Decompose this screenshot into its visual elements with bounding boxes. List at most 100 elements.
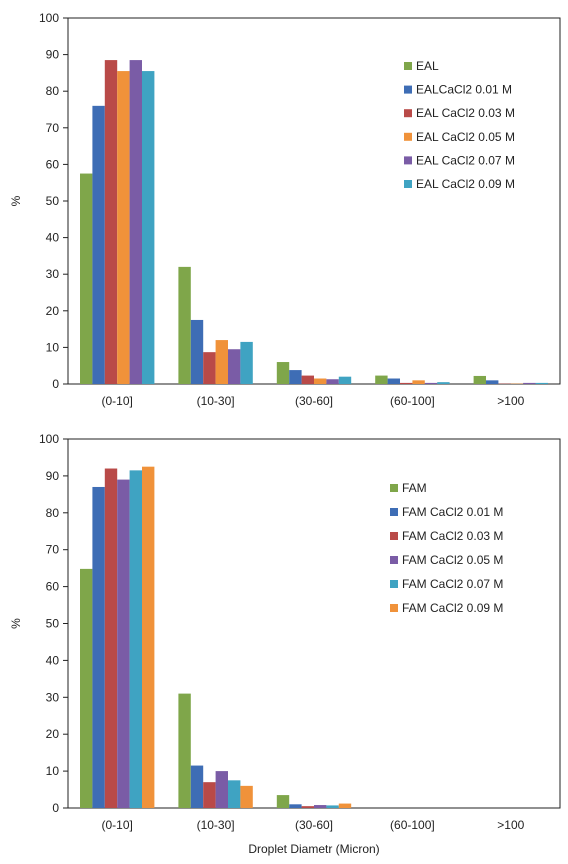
bar <box>326 805 339 808</box>
bar <box>314 378 327 384</box>
bar <box>104 468 118 808</box>
bar <box>129 60 142 385</box>
bar <box>141 71 155 384</box>
bar <box>178 693 191 808</box>
y-tick-label: 0 <box>52 377 59 391</box>
bar <box>424 382 438 384</box>
legend-swatch <box>404 156 412 165</box>
bar <box>80 173 93 384</box>
x-tick-label: (30-60] <box>295 394 333 408</box>
bar <box>387 378 401 384</box>
y-tick-label: 50 <box>46 194 60 208</box>
y-tick-label: 80 <box>46 506 60 520</box>
legend-swatch <box>390 532 398 540</box>
bar <box>301 806 314 808</box>
bar <box>141 466 155 808</box>
bar <box>190 765 204 808</box>
legend-label: FAM CaCl2 0.01 M <box>402 505 503 519</box>
bar <box>240 341 253 384</box>
bar <box>535 382 548 384</box>
bar <box>227 780 241 808</box>
bar <box>276 362 290 384</box>
bar <box>117 479 130 808</box>
x-tick-label: (60-100] <box>390 394 435 408</box>
bar <box>203 352 216 384</box>
legend-label: FAM CaCl2 0.09 M <box>402 601 503 615</box>
legend-swatch <box>390 484 398 492</box>
legend-label: EALCaCl2 0.01 M <box>416 83 512 97</box>
legend-label: FAM CaCl2 0.05 M <box>402 553 503 567</box>
bar <box>289 804 302 808</box>
bar <box>240 785 253 808</box>
x-tick-label: (60-100] <box>390 818 435 832</box>
y-tick-label: 100 <box>39 432 59 446</box>
bar <box>338 803 352 808</box>
y-tick-label: 0 <box>52 801 59 815</box>
y-tick-label: 90 <box>46 469 60 483</box>
bar <box>203 782 216 808</box>
y-tick-label: 90 <box>46 48 60 62</box>
legend-swatch <box>404 85 412 94</box>
y-tick-label: 40 <box>46 231 60 245</box>
droplet-distribution-chart-eal: 0 10 20 30 40 50 60 70 80 90 100% (0-10] (10-30] (30-… <box>0 0 568 425</box>
x-tick-label: (0-10] <box>102 394 133 408</box>
y-tick-label: 20 <box>46 304 60 318</box>
bar <box>104 60 118 385</box>
y-tick-label: 80 <box>46 84 60 98</box>
x-axis-title: Droplet Diametr (Micron) <box>248 842 379 856</box>
legend-label: EAL CaCl2 0.03 M <box>416 106 515 120</box>
bar <box>117 71 130 384</box>
legend-label: FAM CaCl2 0.03 M <box>402 529 503 543</box>
bar <box>314 805 327 808</box>
x-tick-label: (10-30] <box>197 818 235 832</box>
y-axis-title: % <box>9 195 23 206</box>
bar <box>276 795 290 808</box>
legend-swatch <box>390 580 398 588</box>
legend-label: FAM CaCl2 0.07 M <box>402 577 503 591</box>
y-tick-label: 10 <box>46 764 60 778</box>
bar <box>129 470 142 808</box>
bar <box>523 382 536 384</box>
bar <box>289 370 302 384</box>
x-tick-label: >100 <box>497 394 524 408</box>
bar <box>215 771 228 808</box>
bar <box>80 568 93 808</box>
bar <box>215 340 228 384</box>
y-tick-label: 30 <box>46 690 60 704</box>
x-tick-label: (30-60] <box>295 818 333 832</box>
y-axis-title: % <box>9 618 23 629</box>
x-tick-label: >100 <box>497 818 524 832</box>
legend-label: FAM <box>402 481 427 495</box>
bar <box>301 375 314 384</box>
x-tick-label: (0-10] <box>102 818 133 832</box>
eal-chart-svg: 0 10 20 30 40 50 60 70 80 90 100% (0-10] (10-30] (30-… <box>9 11 561 408</box>
bar <box>412 380 425 384</box>
y-tick-label: 60 <box>46 157 60 171</box>
y-tick-label: 40 <box>46 653 60 667</box>
y-tick-label: 100 <box>39 11 59 25</box>
y-tick-label: 60 <box>46 580 60 594</box>
bar <box>473 375 487 384</box>
bar <box>400 382 413 384</box>
legend-swatch <box>390 556 398 564</box>
bar <box>92 486 105 808</box>
y-tick-label: 70 <box>46 121 60 135</box>
legend-label: EAL CaCl2 0.05 M <box>416 130 515 144</box>
bar <box>375 375 388 384</box>
bar <box>190 319 204 384</box>
y-tick-label: 50 <box>46 617 60 631</box>
legend-swatch <box>404 109 412 118</box>
y-tick-label: 30 <box>46 267 60 281</box>
bar <box>486 380 499 384</box>
fam-chart-svg: 0 10 20 30 40 50 60 70 80 90 100% (0-10] (10-30] (30-… <box>9 432 561 856</box>
bar <box>92 105 105 384</box>
legend-label: EAL <box>416 59 439 73</box>
bar <box>178 266 191 384</box>
y-tick-label: 10 <box>46 340 60 354</box>
y-tick-label: 20 <box>46 727 60 741</box>
bar <box>326 379 339 384</box>
legend-label: EAL CaCl2 0.07 M <box>416 153 515 167</box>
bar <box>227 349 241 384</box>
legend-swatch <box>404 180 412 188</box>
x-tick-label: (10-30] <box>197 394 235 408</box>
